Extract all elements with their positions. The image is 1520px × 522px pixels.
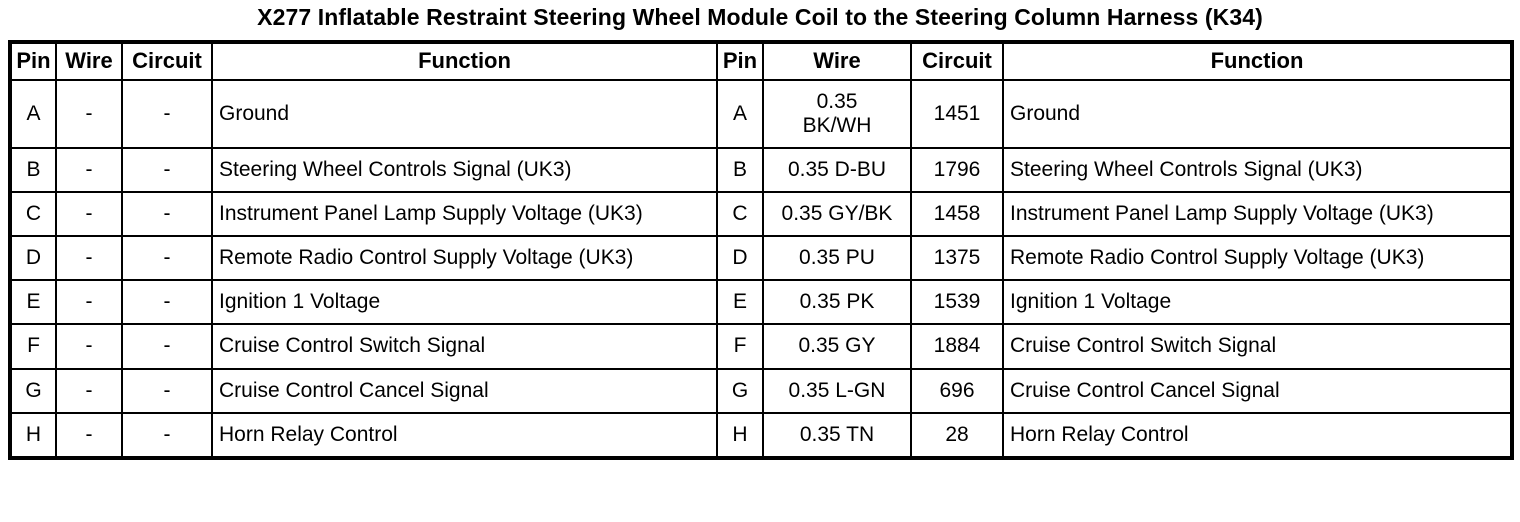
cell-wire-right: 0.35 PK (762, 279, 912, 326)
cell-function-left: Steering Wheel Controls Signal (UK3) (211, 146, 718, 194)
table-row: G - - Cruise Control Cancel Signal G 0.35 L-G… (9, 367, 1513, 414)
cell-wire-right: 0.35 GY (762, 323, 912, 370)
cell-circuit-left: - (121, 146, 213, 194)
cell-function-left: Cruise Control Cancel Signal (211, 367, 718, 414)
cell-wire-left: - (55, 235, 123, 282)
cell-pin-right: C (716, 191, 764, 238)
cell-circuit-left: - (121, 78, 213, 149)
cell-circuit-right: 1884 (910, 323, 1004, 370)
cell-pin-left: A (9, 78, 57, 149)
cell-pin-right: H (716, 411, 764, 459)
header-cell-wire-left: Wire (55, 40, 123, 81)
cell-circuit-left: - (121, 411, 213, 459)
pinout-table: Pin Wire Circuit Function Pin Wire Circu… (8, 39, 1514, 460)
cell-pin-right: D (716, 235, 764, 282)
table-row: F - - Cruise Control Switch Signal F 0.35 GY 1… (9, 323, 1513, 370)
cell-circuit-left: - (121, 323, 213, 370)
page-title: X277 Inflatable Restraint Steering Wheel… (257, 4, 1263, 30)
cell-circuit-right: 28 (910, 411, 1004, 459)
cell-function-left: Cruise Control Switch Signal (211, 323, 718, 370)
cell-pin-right: B (716, 146, 764, 194)
cell-wire-left: - (55, 279, 123, 326)
table-header-row: Pin Wire Circuit Function Pin Wire Circu… (9, 40, 1513, 81)
table-row: A - - Ground A 0.35 BK/WH 1451 Ground (9, 78, 1513, 149)
cell-wire-left: - (55, 323, 123, 370)
header-cell-function-right: Function (1002, 40, 1513, 81)
table-row: D - - Remote Radio Control Supply Voltage (… (9, 235, 1513, 282)
table-row: H - - Horn Relay Control H 0.35 TN 28 Horn Rela… (9, 411, 1513, 459)
cell-wire-left: - (55, 367, 123, 414)
cell-function-left: Ground (211, 78, 718, 149)
cell-circuit-left: - (121, 191, 213, 238)
table-row: B - - Steering Wheel Controls Signal (UK3) B… (9, 146, 1513, 194)
header-cell-wire-right: Wire (762, 40, 912, 81)
cell-function-right: Cruise Control Cancel Signal (1002, 367, 1513, 414)
header-cell-pin-right: Pin (716, 40, 764, 81)
cell-pin-right: F (716, 323, 764, 370)
cell-wire-left: - (55, 191, 123, 238)
cell-wire-right: 0.35 L-GN (762, 367, 912, 414)
cell-pin-left: H (9, 411, 57, 459)
cell-function-right: Cruise Control Switch Signal (1002, 323, 1513, 370)
cell-function-left: Instrument Panel Lamp Supply Voltage (UK… (211, 191, 718, 238)
cell-circuit-left: - (121, 279, 213, 326)
cell-function-right: Horn Relay Control (1002, 411, 1513, 459)
cell-pin-left: C (9, 191, 57, 238)
cell-pin-left: F (9, 323, 57, 370)
cell-wire-right: 0.35 BK/WH (762, 78, 912, 149)
cell-pin-left: G (9, 367, 57, 414)
cell-circuit-right: 696 (910, 367, 1004, 414)
cell-wire-left: - (55, 411, 123, 459)
cell-circuit-right: 1375 (910, 235, 1004, 282)
cell-function-right: Steering Wheel Controls Signal (UK3) (1002, 146, 1513, 194)
cell-pin-left: E (9, 279, 57, 326)
cell-pin-right: E (716, 279, 764, 326)
table-row: E - - Ignition 1 Voltage E 0.35 PK 1539 Ignitio… (9, 279, 1513, 326)
cell-circuit-right: 1539 (910, 279, 1004, 326)
table-row: C - - Instrument Panel Lamp Supply Voltage … (9, 191, 1513, 238)
cell-wire-right: 0.35 D-BU (762, 146, 912, 194)
header-cell-circuit-left: Circuit (121, 40, 213, 81)
cell-circuit-left: - (121, 367, 213, 414)
header-cell-circuit-right: Circuit (910, 40, 1004, 81)
cell-function-right: Instrument Panel Lamp Supply Voltage (UK… (1002, 191, 1513, 238)
cell-wire-right: 0.35 TN (762, 411, 912, 459)
cell-wire-left: - (55, 146, 123, 194)
cell-wire-right: 0.35 GY/BK (762, 191, 912, 238)
cell-function-right: Ignition 1 Voltage (1002, 279, 1513, 326)
cell-pin-left: B (9, 146, 57, 194)
header-cell-pin-left: Pin (9, 40, 57, 81)
cell-wire-left: - (55, 78, 123, 149)
cell-pin-right: G (716, 367, 764, 414)
cell-function-right: Ground (1002, 78, 1513, 149)
cell-wire-right: 0.35 PU (762, 235, 912, 282)
cell-function-left: Remote Radio Control Supply Voltage (UK3… (211, 235, 718, 282)
cell-pin-left: D (9, 235, 57, 282)
cell-circuit-right: 1796 (910, 146, 1004, 194)
cell-function-left: Horn Relay Control (211, 411, 718, 459)
cell-circuit-right: 1451 (910, 78, 1004, 149)
cell-pin-right: A (716, 78, 764, 149)
header-cell-function-left: Function (211, 40, 718, 81)
cell-circuit-right: 1458 (910, 191, 1004, 238)
cell-function-right: Remote Radio Control Supply Voltage (UK3… (1002, 235, 1513, 282)
cell-circuit-left: - (121, 235, 213, 282)
cell-function-left: Ignition 1 Voltage (211, 279, 718, 326)
